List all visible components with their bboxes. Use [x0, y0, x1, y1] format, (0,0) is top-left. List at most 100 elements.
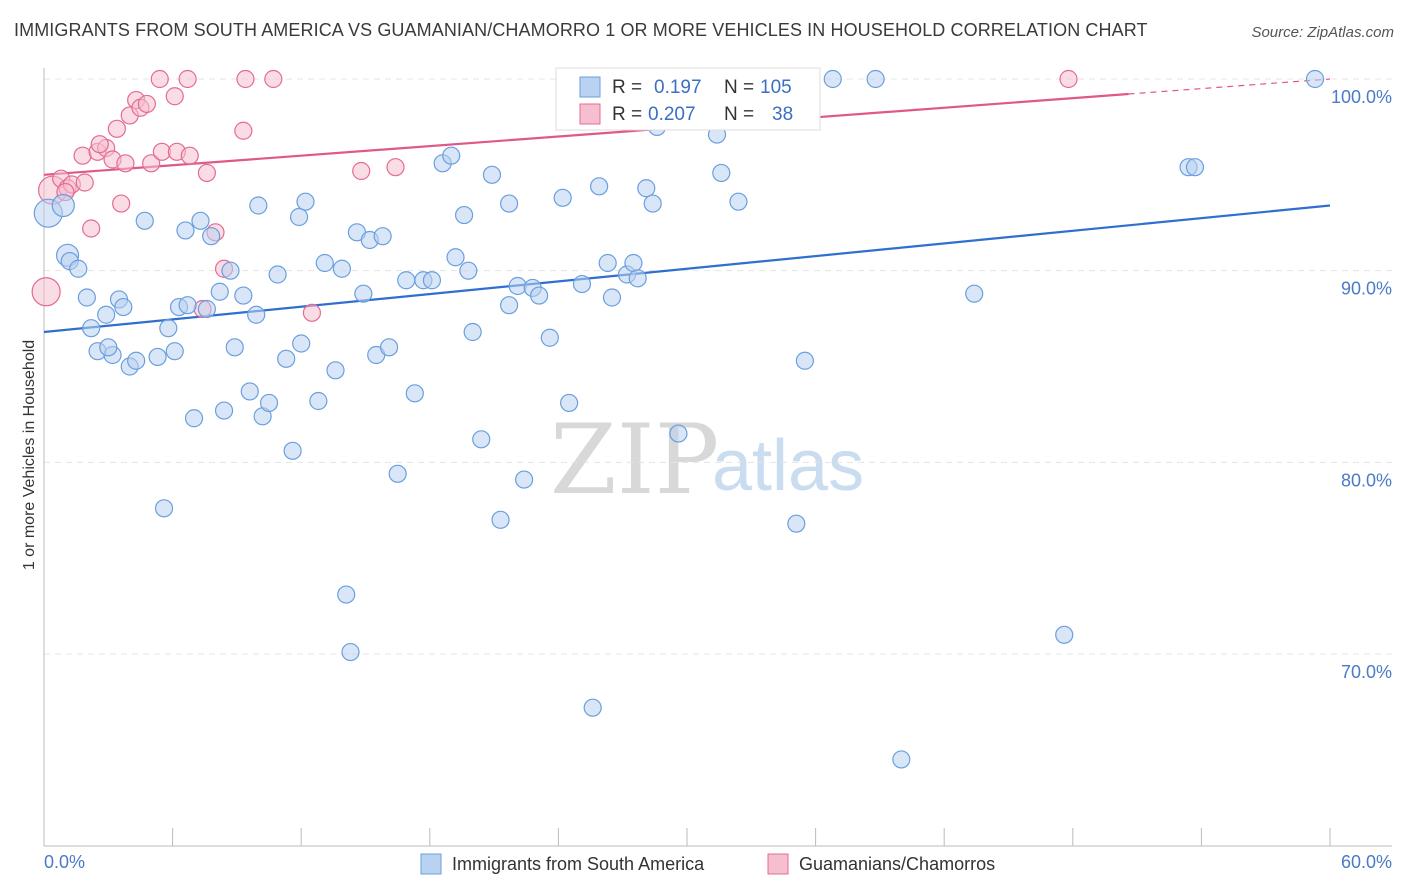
- blue-point: [283, 441, 302, 460]
- blue-point: [530, 286, 549, 305]
- blue-point: [553, 188, 572, 207]
- y-tick-label: 70.0%: [1341, 662, 1392, 682]
- stats-pink-r-label: R =: [612, 104, 642, 125]
- pink-point: [75, 173, 94, 192]
- blue-point: [823, 69, 842, 89]
- blue-point: [97, 305, 116, 324]
- pink-point: [352, 161, 371, 181]
- blue-point: [508, 276, 527, 296]
- blue-point: [892, 750, 911, 769]
- blue-point: [289, 207, 309, 227]
- pink-point: [137, 94, 156, 114]
- blue-point: [202, 227, 221, 246]
- blue-point: [1305, 69, 1325, 89]
- blue-point: [446, 248, 465, 267]
- pink-point: [178, 69, 197, 89]
- legend-label-pink: Guamanians/Chamorros: [799, 854, 995, 874]
- stats-swatch-blue: [579, 76, 601, 98]
- blue-point: [225, 338, 244, 357]
- pink-series-points: [31, 69, 1078, 322]
- blue-point: [148, 347, 167, 367]
- blue-point: [643, 194, 662, 213]
- blue-point: [602, 288, 622, 307]
- stats-pink-n-value: 38: [772, 104, 793, 125]
- y-tick-labels: 70.0% 80.0% 90.0% 100.0%: [1331, 87, 1392, 682]
- blue-point: [77, 288, 96, 307]
- blue-point: [590, 177, 609, 196]
- blue-point: [1185, 158, 1205, 177]
- pink-point: [197, 163, 216, 183]
- blue-point: [866, 69, 885, 89]
- blue-point: [326, 361, 345, 380]
- stats-pink-n-label: N =: [724, 104, 754, 125]
- blue-point: [500, 296, 519, 315]
- blue-point: [247, 305, 266, 324]
- blue-point: [598, 253, 617, 273]
- pink-point: [264, 69, 283, 89]
- pink-point: [142, 154, 161, 173]
- stats-blue-r-label: R =: [612, 77, 642, 98]
- blue-point: [240, 382, 259, 401]
- blue-point: [51, 193, 75, 218]
- legend-swatch-blue: [420, 853, 442, 875]
- pink-point: [116, 154, 135, 173]
- blue-point: [315, 253, 334, 273]
- blue-point: [1055, 625, 1074, 644]
- y-tick-label: 90.0%: [1341, 279, 1392, 299]
- pink-point: [73, 146, 92, 165]
- blue-point: [296, 192, 315, 211]
- pink-point: [234, 121, 253, 140]
- pink-point: [150, 69, 169, 89]
- blue-point: [729, 192, 748, 211]
- blue-point: [637, 179, 656, 198]
- blue-point: [221, 261, 240, 280]
- blue-point: [197, 299, 216, 319]
- blue-point: [69, 259, 88, 278]
- blue-point: [354, 284, 373, 303]
- blue-point: [583, 698, 602, 717]
- pink-point: [236, 69, 255, 89]
- blue-point: [422, 271, 442, 290]
- blue-point: [787, 514, 806, 533]
- blue-point: [624, 253, 643, 273]
- stats-blue-n-value: 105: [760, 77, 792, 98]
- blue-point: [178, 296, 197, 315]
- blue-point: [442, 146, 461, 165]
- legend-label-blue: Immigrants from South America: [452, 854, 705, 874]
- pink-point: [165, 87, 184, 106]
- blue-point: [628, 269, 647, 288]
- x-tick-label-max: 60.0%: [1341, 852, 1392, 872]
- blue-point: [176, 221, 195, 240]
- blue-point: [82, 319, 101, 338]
- trend-line-pink: [43, 92, 1129, 176]
- source-credit: Source: ZipAtlas.com: [1251, 24, 1394, 41]
- blue-point: [965, 284, 984, 303]
- y-tick-label: 100.0%: [1331, 87, 1392, 107]
- stats-blue-r-value: 0.197: [654, 77, 702, 98]
- blue-point: [482, 165, 502, 184]
- blue-point: [459, 261, 478, 280]
- blue-point: [388, 464, 407, 483]
- blue-point: [214, 401, 234, 420]
- blue-point: [669, 424, 688, 443]
- trend-line-pink-extension: [1128, 78, 1331, 95]
- blue-point: [572, 274, 592, 294]
- blue-series-points: [33, 69, 1325, 769]
- blue-point: [114, 297, 133, 317]
- y-tick-label: 80.0%: [1341, 470, 1392, 490]
- pink-point: [107, 119, 126, 138]
- pink-point: [180, 146, 199, 165]
- blue-point: [159, 319, 178, 338]
- blue-point: [500, 194, 519, 213]
- watermark-zip: ZIP: [550, 404, 719, 516]
- blue-point: [491, 510, 510, 529]
- x-tick-label-min: 0.0%: [44, 852, 85, 872]
- pink-point: [112, 194, 131, 213]
- stats-box: R = 0.197 N = 105 R = 0.207 N = 38: [555, 67, 821, 131]
- pink-point: [1059, 69, 1078, 89]
- legend: Immigrants from South America Guamanians…: [420, 853, 995, 875]
- blue-point: [277, 349, 296, 368]
- blue-point: [560, 393, 579, 413]
- legend-swatch-pink: [767, 853, 789, 875]
